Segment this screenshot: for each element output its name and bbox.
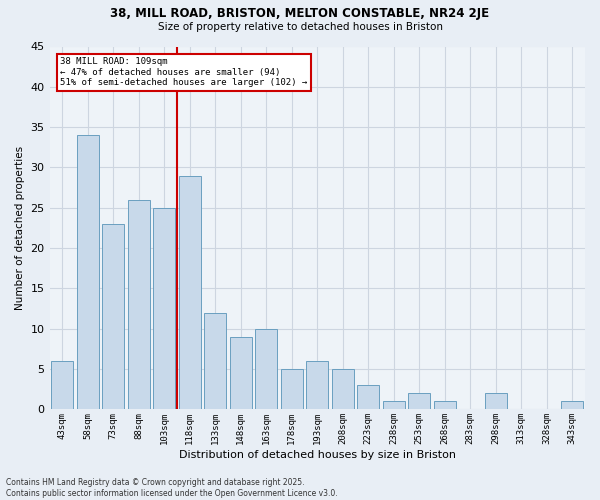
Bar: [358, 385, 379, 409]
Bar: [485, 394, 506, 409]
Bar: [383, 402, 404, 409]
Bar: [52, 361, 73, 410]
Bar: [205, 312, 226, 410]
Bar: [562, 402, 583, 409]
Text: 38 MILL ROAD: 109sqm
← 47% of detached houses are smaller (94)
51% of semi-detac: 38 MILL ROAD: 109sqm ← 47% of detached h…: [60, 58, 308, 87]
X-axis label: Distribution of detached houses by size in Briston: Distribution of detached houses by size …: [179, 450, 456, 460]
Bar: [77, 135, 98, 409]
Text: Contains HM Land Registry data © Crown copyright and database right 2025.
Contai: Contains HM Land Registry data © Crown c…: [6, 478, 338, 498]
Bar: [332, 369, 353, 410]
Bar: [281, 369, 302, 410]
Text: Size of property relative to detached houses in Briston: Size of property relative to detached ho…: [157, 22, 443, 32]
Bar: [128, 200, 149, 410]
Text: 38, MILL ROAD, BRISTON, MELTON CONSTABLE, NR24 2JE: 38, MILL ROAD, BRISTON, MELTON CONSTABLE…: [110, 8, 490, 20]
Bar: [409, 394, 430, 409]
Bar: [154, 208, 175, 410]
Bar: [103, 224, 124, 410]
Bar: [179, 176, 200, 410]
Bar: [307, 361, 328, 410]
Bar: [256, 329, 277, 409]
Bar: [434, 402, 455, 409]
Bar: [230, 337, 251, 409]
Y-axis label: Number of detached properties: Number of detached properties: [15, 146, 25, 310]
